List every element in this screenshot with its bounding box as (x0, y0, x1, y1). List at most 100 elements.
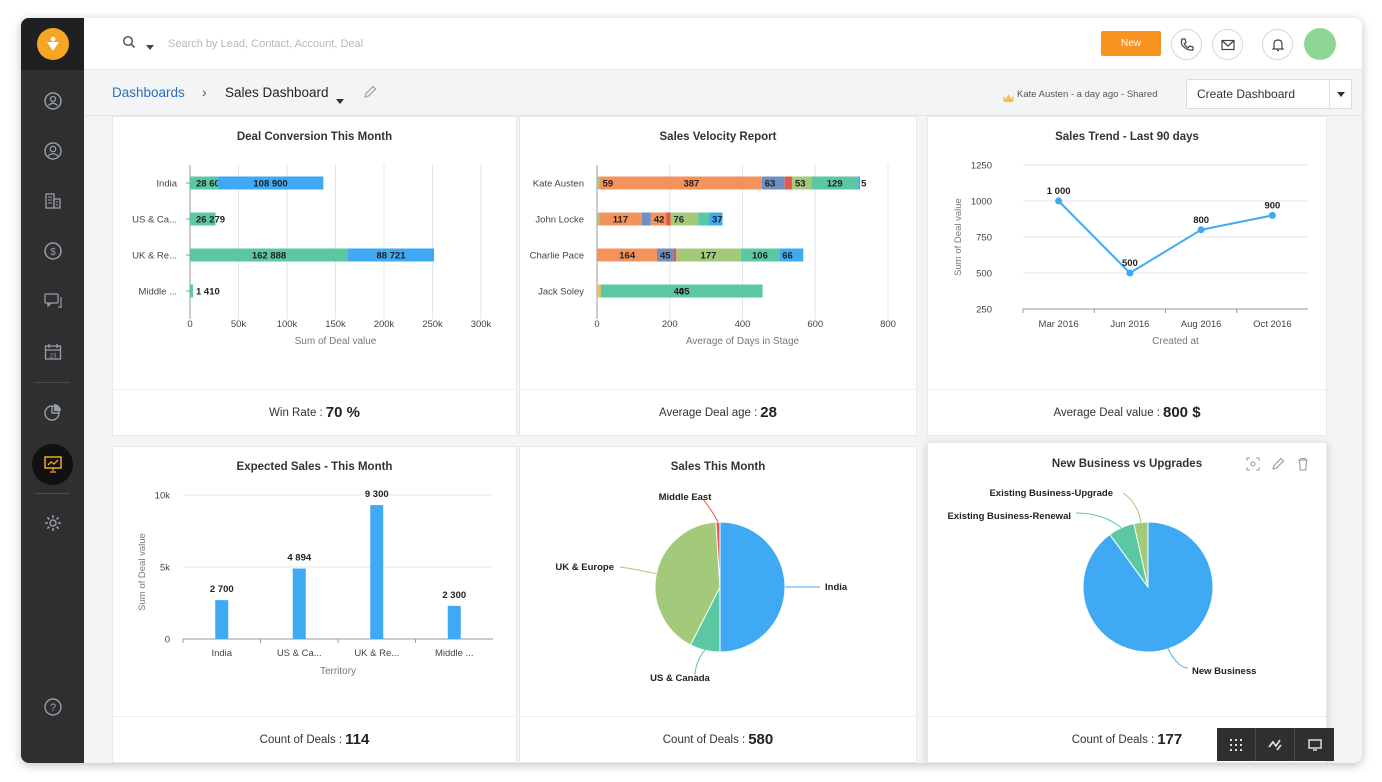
card-footer: Count of Deals : 177 (928, 716, 1326, 762)
calendar-icon[interactable]: 23 (40, 339, 66, 365)
data-label: 9 300 (365, 489, 389, 500)
x-tick-label: 250k (422, 319, 443, 330)
notifications-button[interactable] (1262, 29, 1293, 60)
grid-icon (1230, 738, 1242, 751)
deals-icon[interactable]: $ (40, 238, 66, 264)
y-tick-label: US & Ca... (132, 215, 177, 226)
count-of-deals-value: 177 (1157, 731, 1183, 748)
pie-label: Existing Business-Renewal (947, 511, 1071, 522)
breadcrumb: Dashboards › Sales Dashboard Kate Austen… (84, 70, 1362, 116)
pie-leader-line (694, 649, 706, 678)
data-point (1268, 211, 1276, 219)
x-tick-label: 400 (735, 319, 751, 330)
data-label: 162 888 (252, 251, 286, 262)
edit-dashboard-icon[interactable] (363, 85, 377, 104)
y-axis-label: Sum of Deal value (953, 198, 964, 276)
search-scope-dropdown-icon[interactable] (146, 38, 154, 56)
bar-segment (597, 284, 601, 298)
create-dashboard-button[interactable]: Create Dashboard (1186, 79, 1330, 109)
x-tick-label: Middle ... (435, 648, 474, 659)
data-label: 0 (679, 287, 684, 298)
x-tick-label: 150k (325, 319, 346, 330)
page-title[interactable]: Sales Dashboard (225, 85, 329, 100)
y-tick-label: John Locke (535, 215, 584, 226)
data-point (1197, 226, 1205, 234)
y-tick-label: 1250 (971, 161, 992, 172)
help-icon[interactable]: ? (40, 694, 66, 720)
pie-leader-line (619, 566, 657, 575)
bar (215, 600, 229, 639)
bar-segment (858, 176, 860, 190)
screen-button[interactable] (1295, 728, 1334, 761)
card-title: New Business vs Upgrades (1051, 458, 1203, 470)
dashboard-switch-dropdown-icon[interactable] (336, 91, 344, 109)
new-button[interactable]: New (1101, 31, 1161, 56)
data-label: 387 (683, 179, 699, 190)
activities-icon[interactable] (40, 288, 66, 314)
bar-segment (761, 176, 785, 190)
data-label: 63 (765, 179, 776, 190)
card-footer: Win Rate : 70 % (113, 389, 516, 435)
sidebar-divider (35, 493, 70, 494)
sales-trend-chart: 1250 1000 750 500 250 Sum of Deal value Create… (953, 161, 1308, 347)
dashboards-icon[interactable] (40, 451, 66, 477)
x-tick-label: 600 (807, 319, 823, 330)
data-label: 59 (603, 179, 614, 190)
bar-segment (641, 212, 651, 226)
data-label: 164 (619, 251, 636, 262)
focus-icon[interactable] (1246, 457, 1260, 476)
leads-icon[interactable] (40, 88, 66, 114)
average-deal-value-label: Average Deal value : (1053, 406, 1160, 419)
card-footer: Count of Deals : 580 (520, 716, 916, 762)
sidebar-divider (35, 382, 70, 383)
svg-text:23: 23 (50, 354, 57, 360)
y-tick-label: Middle ... (138, 287, 177, 298)
data-label: 4 894 (287, 553, 311, 564)
bar-segment (600, 284, 763, 298)
bar (370, 505, 384, 639)
pie-slice (719, 521, 786, 653)
sales-trend-card: Sales Trend - Last 90 days 1250 1000 750 50… (927, 116, 1327, 436)
bar-segment (599, 212, 642, 226)
bar-segment (657, 248, 674, 262)
expected-sales-card: Expected Sales - This Month 10k 5k 0 Sum of… (112, 446, 517, 763)
pie-label: Middle East (659, 492, 713, 503)
x-tick-label: UK & Re... (354, 648, 399, 659)
apps-button[interactable] (1217, 728, 1256, 761)
card-footer: Count of Deals : 114 (113, 716, 516, 762)
breadcrumb-dashboards-link[interactable]: Dashboards (112, 85, 185, 100)
y-tick-label: 0 (165, 635, 170, 646)
create-dashboard-dropdown[interactable] (1330, 79, 1352, 109)
mail-button[interactable] (1212, 29, 1243, 60)
contacts-icon[interactable] (40, 138, 66, 164)
x-tick-label: 200 (662, 319, 678, 330)
search-icon[interactable] (122, 35, 136, 54)
bar (190, 248, 349, 262)
accounts-icon[interactable] (40, 188, 66, 214)
search-input[interactable] (168, 34, 568, 54)
bar (447, 605, 461, 639)
chevron-down-icon (1336, 91, 1345, 97)
y-tick-label: 250 (976, 305, 992, 316)
data-point (1126, 269, 1134, 277)
pie-leader-line (1075, 512, 1122, 529)
x-tick-label: Aug 2016 (1181, 319, 1222, 330)
reports-icon[interactable] (40, 399, 66, 425)
phone-button[interactable] (1171, 29, 1202, 60)
new-business-card: New Business vs Upgrades New Business Exi… (927, 442, 1327, 763)
sales-velocity-card: Sales Velocity Report 0 200 400 600 800 Avera… (519, 116, 917, 436)
x-tick-label: Oct 2016 (1253, 319, 1292, 330)
x-tick-label: 200k (374, 319, 395, 330)
user-avatar[interactable] (1304, 28, 1336, 60)
app-logo[interactable] (21, 18, 84, 70)
delete-icon[interactable] (1296, 457, 1310, 476)
edit-icon[interactable] (1271, 457, 1285, 476)
card-footer: Average Deal age : 28 (520, 389, 916, 435)
bar (292, 568, 306, 639)
settings-icon[interactable] (40, 510, 66, 536)
x-tick-label: 800 (880, 319, 896, 330)
activity-button[interactable] (1256, 728, 1295, 761)
data-label: 108 900 (253, 179, 287, 190)
trend-line (1057, 200, 1273, 275)
y-tick-label: 5k (160, 563, 170, 574)
